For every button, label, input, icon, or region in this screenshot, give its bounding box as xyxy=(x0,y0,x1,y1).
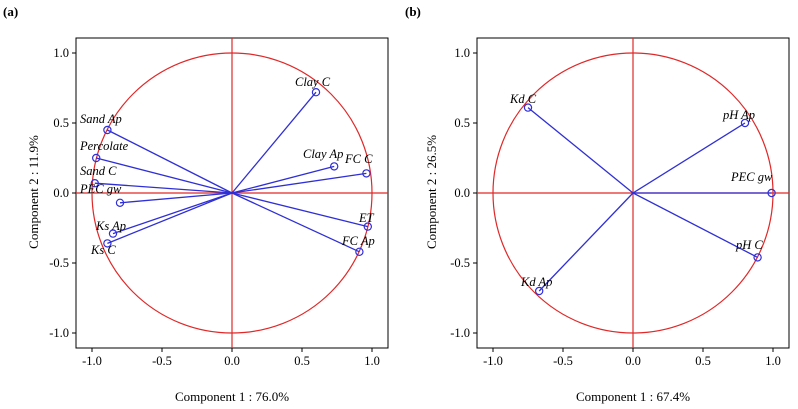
panel-label: (b) xyxy=(405,4,421,19)
x-tick-label: -0.5 xyxy=(553,354,573,368)
panel-a: (a) Component 1 : 76.0% Component 2 : 11… xyxy=(3,4,389,404)
loading-vector-ks-ap xyxy=(112,192,233,235)
loading-vector-clay-ap xyxy=(231,165,335,194)
loading-vector-ks-c xyxy=(107,192,233,245)
y-tick-label: 1.0 xyxy=(454,46,470,60)
x-tick-label: -0.5 xyxy=(152,354,172,368)
y-tick-label: -0.5 xyxy=(450,256,470,270)
variable-label-ks-ap: Ks Ap xyxy=(95,219,126,233)
variable-label-pec-gw: PEC gw xyxy=(730,170,773,184)
loading-vector-sand-c xyxy=(94,182,233,194)
y-tick-label: 0.5 xyxy=(53,116,69,130)
loading-point-sand-ap xyxy=(103,125,112,135)
variable-label-clay-c: Clay C xyxy=(295,75,331,89)
x-tick-label: 0.0 xyxy=(224,354,240,368)
loading-point-ph-ap xyxy=(740,118,750,128)
loading-vector-ph-ap xyxy=(632,122,746,194)
x-tick-label: 0.5 xyxy=(695,354,711,368)
loading-point-et xyxy=(363,222,372,231)
variable-label-pec-gw: PEC gw xyxy=(79,182,122,196)
loading-point-percolate xyxy=(91,153,101,163)
loading-vector-kd-ap xyxy=(538,192,634,292)
y-tick-label: 0.5 xyxy=(454,116,470,130)
loading-vector-et xyxy=(231,192,368,228)
loading-vector-clay-c xyxy=(231,91,317,194)
x-tick-label: -1.0 xyxy=(82,354,102,368)
loading-point-pec-gw xyxy=(115,198,125,207)
loading-point-fc-ap xyxy=(355,247,364,256)
loading-point-clay-c xyxy=(311,87,321,97)
x-tick-label: 1.0 xyxy=(765,354,781,368)
y-tick-label: -1.0 xyxy=(450,326,470,340)
loading-point-sand-c xyxy=(90,178,100,188)
loading-vector-fc-c xyxy=(231,172,367,194)
variable-label-clay-ap: Clay Ap xyxy=(303,147,343,161)
x-tick-label: 0.0 xyxy=(625,354,641,368)
loading-point-fc-c xyxy=(362,169,371,178)
y-tick-label: -0.5 xyxy=(49,256,69,270)
variable-label-ph-c: pH C xyxy=(735,238,763,252)
x-tick-label: 1.0 xyxy=(364,354,380,368)
loading-point-kd-c xyxy=(523,103,533,112)
variable-label-ks-c: Ks C xyxy=(90,243,116,257)
loading-vector-sand-ap xyxy=(107,129,233,194)
variable-label-kd-c: Kd C xyxy=(509,92,537,106)
panel-label: (a) xyxy=(3,4,18,19)
loading-vector-pec-gw xyxy=(119,192,233,204)
loading-point-ks-c xyxy=(103,239,112,248)
loading-point-pec-gw xyxy=(767,188,776,198)
variable-label-percolate: Percolate xyxy=(79,139,129,153)
variable-label-kd-ap: Kd Ap xyxy=(520,275,552,289)
variable-label-ph-ap: pH Ap xyxy=(722,108,755,122)
loading-point-clay-ap xyxy=(330,162,339,171)
variable-label-fc-c: FC C xyxy=(344,152,373,166)
y-axis-label: Component 2 : 11.9% xyxy=(26,135,41,249)
loading-vector-ph-c xyxy=(632,192,758,258)
panel-b: (b) Component 1 : 67.4% Component 2 : 26… xyxy=(405,4,790,404)
y-tick-label: 0.0 xyxy=(53,186,69,200)
loading-point-ks-ap xyxy=(108,229,118,238)
y-axis-label: Component 2 : 26.5% xyxy=(424,135,439,249)
variable-label-fc-ap: FC Ap xyxy=(341,234,375,248)
loading-point-ph-c xyxy=(753,253,762,262)
x-axis-label: Component 1 : 67.4% xyxy=(576,389,690,404)
variable-label-et: ET xyxy=(358,211,375,225)
loading-vector-fc-ap xyxy=(231,192,360,253)
loading-vector-kd-c xyxy=(527,107,634,194)
x-tick-label: 0.5 xyxy=(294,354,310,368)
variable-label-sand-ap: Sand Ap xyxy=(80,112,122,126)
y-tick-label: -1.0 xyxy=(49,326,69,340)
x-axis-label: Component 1 : 76.0% xyxy=(175,389,289,404)
x-tick-label: -1.0 xyxy=(483,354,503,368)
loading-vector-percolate xyxy=(96,157,233,194)
loading-point-kd-ap xyxy=(535,286,544,296)
y-tick-label: 1.0 xyxy=(53,46,69,60)
y-tick-label: 0.0 xyxy=(454,186,470,200)
variable-label-sand-c: Sand C xyxy=(80,164,117,178)
